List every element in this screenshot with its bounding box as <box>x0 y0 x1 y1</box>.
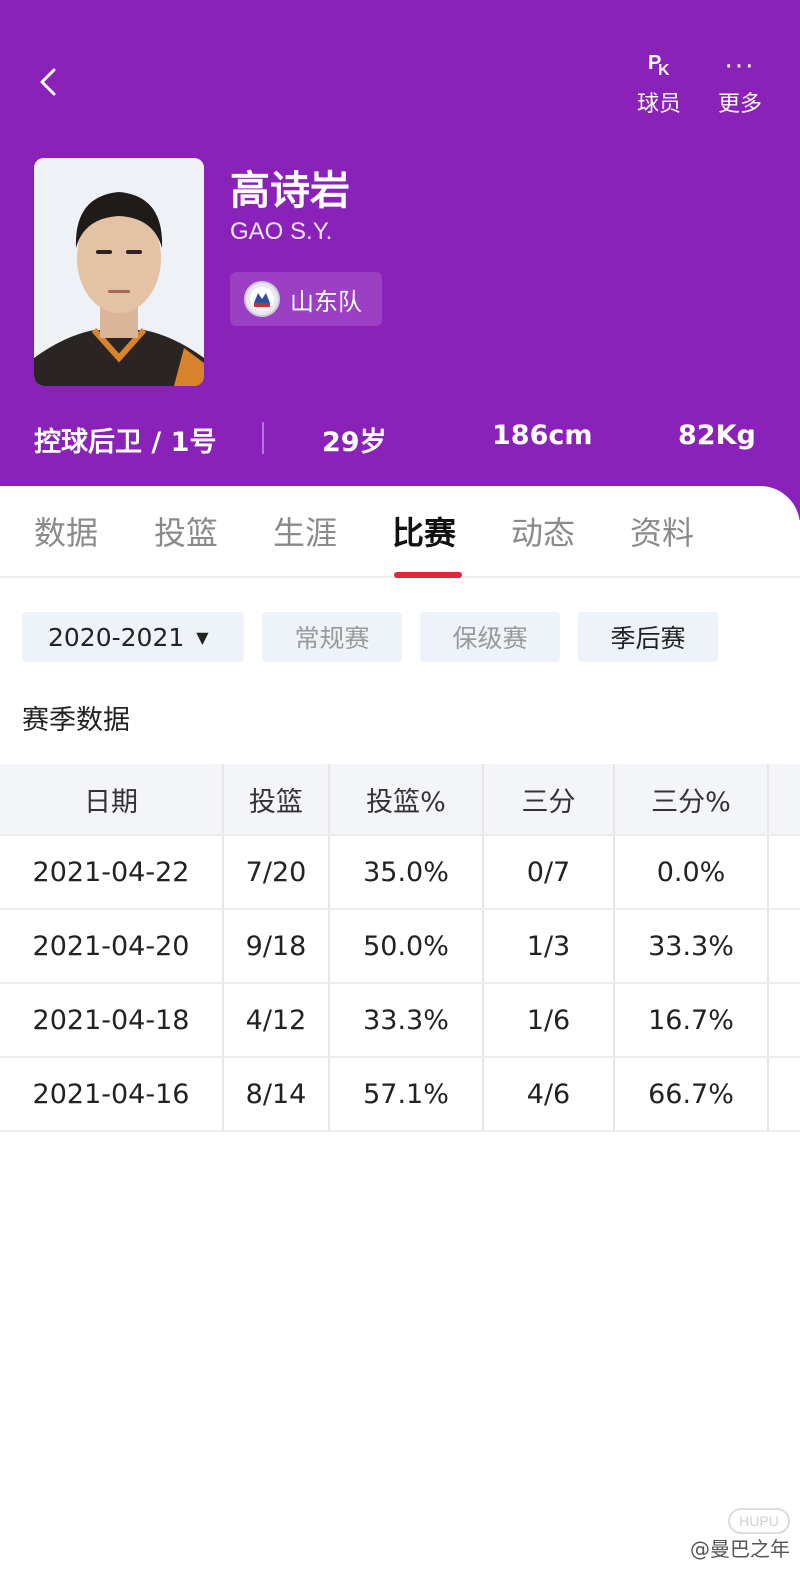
pk-player-label: 球员 <box>636 92 681 117</box>
filter-relegation[interactable]: 保级赛 <box>420 612 560 662</box>
more-button[interactable]: ··· 更多 <box>705 50 775 118</box>
watermark-text: @曼巴之年 <box>690 1537 790 1561</box>
table-header-row: 日期 投篮 投篮% 三分 三分% <box>0 764 800 836</box>
chevron-left-icon <box>40 68 56 96</box>
cell-3pt-pct: 66.7% <box>615 1058 769 1130</box>
player-height: 186cm <box>492 420 593 451</box>
content-card: 数据 投篮 生涯 比赛 动态 资料 2020-2021 ▼ 常规赛 保级赛 季后… <box>0 486 800 1572</box>
team-logo-icon <box>244 281 280 317</box>
team-chip[interactable]: 山东队 <box>230 272 382 326</box>
player-age: 29岁 <box>322 427 387 458</box>
cell-fg: 8/14 <box>224 1058 330 1130</box>
cell-date: 2021-04-16 <box>0 1058 224 1130</box>
player-info-row: 控球后卫 / 1号 29岁 186cm 82Kg <box>0 412 800 462</box>
header-overflow <box>769 764 800 834</box>
cell-fg: 4/12 <box>224 984 330 1056</box>
cell-date: 2021-04-18 <box>0 984 224 1056</box>
info-divider <box>262 422 264 454</box>
tab-bar: 数据 投篮 生涯 比赛 动态 资料 <box>0 486 800 578</box>
header-3pt: 三分 <box>484 764 615 834</box>
filter-regular-season[interactable]: 常规赛 <box>262 612 402 662</box>
active-tab-indicator <box>394 572 462 578</box>
header-3pt-pct: 三分% <box>615 764 769 834</box>
header-fg-pct: 投篮% <box>330 764 484 834</box>
player-weight: 82Kg <box>678 420 756 451</box>
cell-3pt-pct: 16.7% <box>615 984 769 1056</box>
cell-3pt-pct: 33.3% <box>615 910 769 982</box>
cell-fg: 9/18 <box>224 910 330 982</box>
cell-3pt: 1/6 <box>484 984 615 1056</box>
cell-3pt: 4/6 <box>484 1058 615 1130</box>
cell-3pt: 0/7 <box>484 836 615 908</box>
cell-overflow <box>769 984 800 1056</box>
more-icon: ··· <box>724 52 756 82</box>
tab-shooting[interactable]: 投篮 <box>154 514 219 552</box>
table-row[interactable]: 2021-04-22 7/20 35.0% 0/7 0.0% <box>0 836 800 910</box>
cell-fg-pct: 33.3% <box>330 984 484 1056</box>
cell-overflow <box>769 836 800 908</box>
position-number: 控球后卫 / 1号 <box>34 427 217 458</box>
cell-date: 2021-04-20 <box>0 910 224 982</box>
tab-career[interactable]: 生涯 <box>273 514 338 552</box>
cell-overflow <box>769 1058 800 1130</box>
table-row[interactable]: 2021-04-18 4/12 33.3% 1/6 16.7% <box>0 984 800 1058</box>
stats-table: 日期 投篮 投篮% 三分 三分% 2021-04-22 7/20 35.0% 0… <box>0 764 800 1132</box>
cell-fg-pct: 50.0% <box>330 910 484 982</box>
table-row[interactable]: 2021-04-16 8/14 57.1% 4/6 66.7% <box>0 1058 800 1132</box>
back-button[interactable] <box>30 62 70 102</box>
season-dropdown[interactable]: 2020-2021 ▼ <box>22 612 244 662</box>
team-name: 山东队 <box>290 287 362 316</box>
caret-down-icon: ▼ <box>196 627 209 647</box>
filter-playoffs[interactable]: 季后赛 <box>578 612 718 662</box>
cell-3pt-pct: 0.0% <box>615 836 769 908</box>
cell-fg-pct: 35.0% <box>330 836 484 908</box>
tab-profile[interactable]: 资料 <box>630 514 695 552</box>
watermark-logo: HUPU <box>728 1508 790 1534</box>
player-english-name: GAO S.Y. <box>230 218 333 245</box>
header-fg: 投篮 <box>224 764 330 834</box>
cell-date: 2021-04-22 <box>0 836 224 908</box>
season-value: 2020-2021 <box>48 622 185 652</box>
more-label: 更多 <box>717 92 762 117</box>
cell-fg: 7/20 <box>224 836 330 908</box>
tab-news[interactable]: 动态 <box>511 514 576 552</box>
table-row[interactable]: 2021-04-20 9/18 50.0% 1/3 33.3% <box>0 910 800 984</box>
cell-3pt: 1/3 <box>484 910 615 982</box>
cell-overflow <box>769 910 800 982</box>
player-avatar <box>34 158 204 386</box>
player-name: 高诗岩 <box>230 168 350 214</box>
cell-fg-pct: 57.1% <box>330 1058 484 1130</box>
header-date: 日期 <box>0 764 224 834</box>
section-title: 赛季数据 <box>22 705 130 736</box>
tab-games[interactable]: 比赛 <box>392 514 457 552</box>
tab-data[interactable]: 数据 <box>34 514 99 552</box>
